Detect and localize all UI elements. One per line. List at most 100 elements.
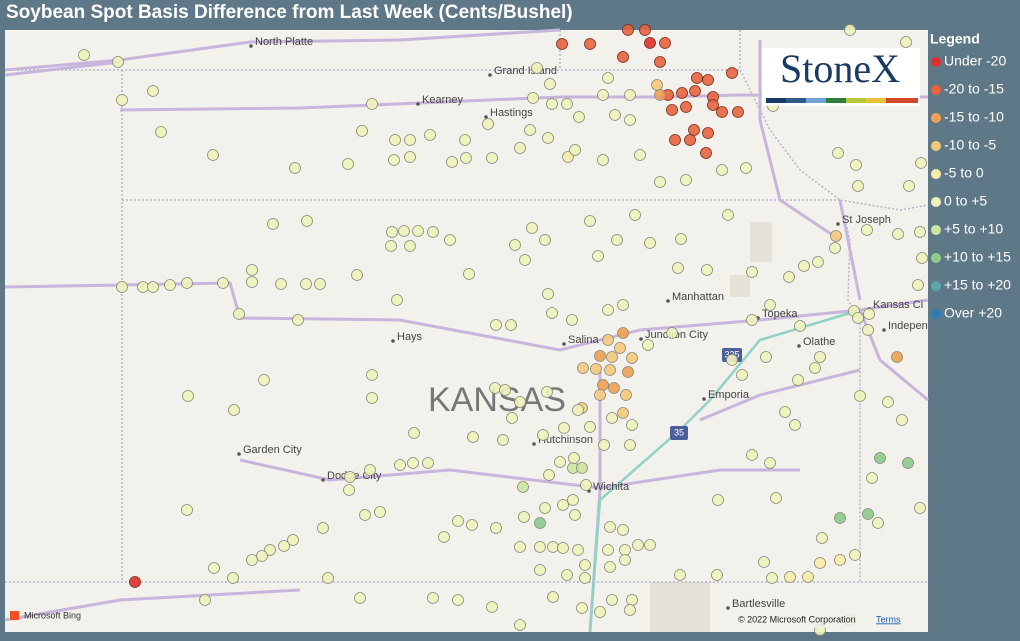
place-label: Indepen (888, 320, 928, 332)
location-dot (486, 152, 498, 164)
location-dot (374, 506, 386, 518)
location-dot (227, 572, 239, 584)
location-dot (594, 389, 606, 401)
location-dot (702, 127, 714, 139)
location-dot (594, 606, 606, 618)
location-dot (275, 278, 287, 290)
location-dot (674, 569, 686, 581)
location-dot (746, 449, 758, 461)
location-dot (746, 266, 758, 278)
location-dot (404, 240, 416, 252)
location-dot (816, 532, 828, 544)
legend-swatch (931, 169, 941, 179)
legend-label: -10 to -5 (944, 137, 996, 153)
location-dot (672, 262, 684, 274)
location-dot (514, 541, 526, 553)
location-dot (137, 281, 149, 293)
location-dot (228, 404, 240, 416)
location-dot (576, 462, 588, 474)
location-dot (676, 87, 688, 99)
location-dot (834, 554, 846, 566)
place-label: St Joseph (842, 214, 891, 226)
terms-link[interactable]: Terms (876, 614, 901, 624)
location-dot (164, 279, 176, 291)
location-dot (617, 524, 629, 536)
location-dot (514, 619, 526, 631)
location-dot (602, 544, 614, 556)
place-label: Manhattan (672, 291, 724, 303)
location-dot (539, 234, 551, 246)
location-dot (814, 557, 826, 569)
location-dot (611, 234, 623, 246)
title: Soybean Spot Basis Difference from Last … (6, 2, 573, 23)
location-dot (546, 307, 558, 319)
place-marker (562, 342, 566, 346)
location-dot (834, 512, 846, 524)
location-dot (534, 517, 546, 529)
location-dot (256, 550, 268, 562)
location-dot (116, 94, 128, 106)
location-dot (619, 544, 631, 556)
location-dot (147, 281, 159, 293)
location-dot (147, 85, 159, 97)
location-dot (467, 431, 479, 443)
location-dot (604, 364, 616, 376)
location-dot (624, 604, 636, 616)
location-dot (770, 492, 782, 504)
location-dot (590, 363, 602, 375)
location-dot (444, 234, 456, 246)
place-marker (797, 344, 801, 348)
place-marker (882, 328, 886, 332)
place-marker (321, 478, 325, 482)
place-label: Olathe (803, 336, 835, 348)
location-dot (916, 252, 928, 264)
location-dot (584, 421, 596, 433)
place-marker (488, 73, 492, 77)
location-dot (659, 37, 671, 49)
location-dot (722, 209, 734, 221)
location-dot (814, 351, 826, 363)
location-dot (606, 412, 618, 424)
legend-label: -20 to -15 (944, 81, 1004, 97)
location-dot (626, 352, 638, 364)
location-dot (463, 268, 475, 280)
place-label: Kansas Ci (873, 299, 923, 311)
location-dot (812, 256, 824, 268)
location-dot (592, 250, 604, 262)
location-dot (624, 114, 636, 126)
location-dot (385, 240, 397, 252)
location-dot (602, 334, 614, 346)
location-dot (789, 419, 801, 431)
location-dot (764, 457, 776, 469)
place-marker (702, 397, 706, 401)
legend-swatch (931, 253, 941, 263)
location-dot (689, 85, 701, 97)
location-dot (760, 351, 772, 363)
location-dot (861, 224, 873, 236)
location-dot (317, 522, 329, 534)
location-dot (802, 571, 814, 583)
location-dot (651, 79, 663, 91)
legend-swatch (931, 57, 941, 67)
location-dot (794, 320, 806, 332)
location-dot (482, 118, 494, 130)
location-dot (854, 390, 866, 402)
location-dot (366, 369, 378, 381)
location-dot (602, 304, 614, 316)
legend-label: -15 to -10 (944, 109, 1004, 125)
location-dot (617, 327, 629, 339)
location-dot (606, 594, 618, 606)
location-dot (287, 534, 299, 546)
logo-bar (766, 98, 918, 103)
location-dot (258, 374, 270, 386)
location-dot (547, 591, 559, 603)
location-dot (740, 162, 752, 174)
location-dot (809, 362, 821, 374)
location-dot (534, 541, 546, 553)
location-dot (322, 572, 334, 584)
location-dot (852, 312, 864, 324)
location-dot (246, 554, 258, 566)
location-dot (207, 149, 219, 161)
location-dot (779, 406, 791, 418)
